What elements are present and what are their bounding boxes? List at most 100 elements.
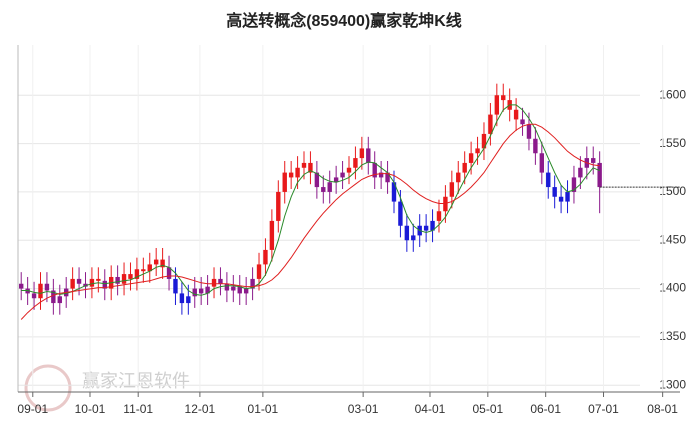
candle-body [192,288,197,297]
candle-body [411,235,416,241]
moving-average-line [20,123,600,320]
y-tick-label: 1550 [659,136,686,150]
candle-body [173,278,178,294]
candle-body [263,249,268,265]
candle-body [333,177,339,183]
candle-body [237,286,242,294]
candle-body [597,162,602,188]
watermark-logo [24,364,72,412]
x-tick-label: 12-01 [185,402,216,416]
candle-body [288,172,294,178]
candle-body [147,264,152,272]
candle-body [436,211,442,221]
candle-body [520,119,525,125]
x-tick-label: 05-01 [472,402,503,416]
candle-body [475,148,480,154]
candle-body [398,201,403,226]
candle-body [153,259,159,265]
candle-body [468,153,474,163]
candle-body [276,191,281,221]
candle-body [224,283,230,291]
y-tick-label: 1400 [659,281,686,295]
chart-title: 高送转概念(859400)赢家乾坤K线 [226,11,462,30]
candle-body [198,288,204,294]
candle-body [423,225,429,231]
candle-body [160,259,165,268]
candle-body [166,267,172,279]
candle-body [44,283,50,291]
moving-average-line [21,104,600,296]
candle-body [353,158,358,168]
candle-body [488,114,493,134]
x-tick-label: 01-01 [248,402,279,416]
candle-body [96,278,101,281]
x-tick-label: 04-01 [415,402,446,416]
candle-body [346,167,352,173]
candle-body [359,148,365,159]
watermark: 赢家江恩软件 [82,370,190,391]
candle-body [321,187,326,192]
candle-body [179,293,185,304]
candle-body [404,225,410,241]
candle-body [89,278,95,287]
candle-body [314,172,320,188]
candle-body [31,293,37,299]
candle-body [205,286,210,294]
x-tick-label: 10-01 [75,402,106,416]
x-tick-label: 03-01 [348,402,379,416]
candle-body [578,167,583,178]
y-tick-label: 1450 [659,232,686,246]
candle-body [134,269,140,279]
x-tick-label: 07-01 [588,402,619,416]
candle-body [481,133,487,149]
candle-body [57,296,62,304]
candle-body [76,278,82,284]
candle-body [19,283,24,289]
candle-body [231,286,236,291]
candle-body [443,196,448,212]
candle-body [546,172,551,188]
candle-body [372,162,377,178]
candle-body [456,172,461,183]
candle-body [501,95,506,101]
x-tick-label: 06-01 [530,402,561,416]
candle-body [462,162,467,173]
candle-body [449,182,455,197]
candle-body [243,288,249,294]
candle-body [494,95,500,115]
candle-body [558,196,564,202]
x-tick-label: 09-01 [17,402,48,416]
y-tick-label: 1300 [659,377,686,391]
candle-body [295,167,300,178]
candle-body [308,162,313,173]
candle-body [115,276,120,284]
candle-body [565,191,570,202]
candle-body [366,148,371,163]
candle-body [301,162,307,168]
candle-body [391,182,397,202]
candle-body [385,172,390,183]
candle-body [141,269,146,272]
x-tick-label: 11-01 [123,402,153,416]
candle-body [378,172,384,178]
candle-body [250,278,255,289]
candle-body [552,187,557,197]
candle-body [70,278,75,289]
candle-body [38,283,43,299]
candle-body [256,264,262,279]
candle-body [51,290,56,304]
candle-body [327,182,332,192]
y-tick-label: 1600 [659,87,686,101]
y-tick-label: 1500 [659,184,686,198]
candle-body [571,177,577,192]
candle-body [539,153,545,173]
candle-body [513,109,519,120]
candle-body [282,172,287,192]
candle-body [526,124,532,139]
candle-body [533,138,538,154]
candle-body [269,220,275,250]
candle-body [128,274,133,279]
candle-body [211,278,217,287]
candle-body [102,280,107,289]
